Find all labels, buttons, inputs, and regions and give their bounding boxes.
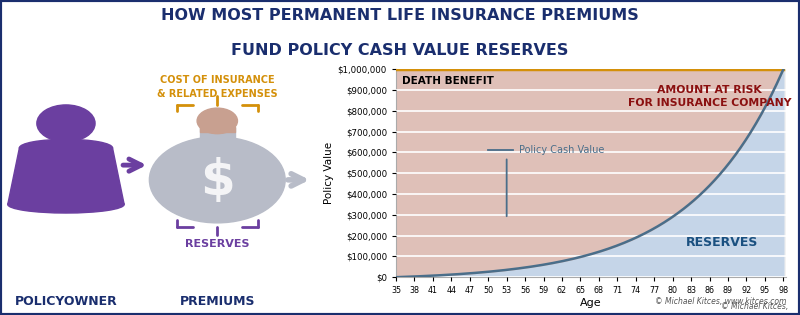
Circle shape	[150, 137, 285, 223]
Polygon shape	[8, 148, 124, 204]
X-axis label: Age: Age	[580, 298, 602, 308]
Ellipse shape	[8, 196, 124, 213]
Text: COST OF INSURANCE: COST OF INSURANCE	[160, 75, 274, 85]
Text: RESERVES: RESERVES	[686, 236, 758, 249]
Y-axis label: Policy Value: Policy Value	[323, 142, 334, 204]
Text: $: $	[200, 157, 234, 205]
Text: DEATH BENEFIT: DEATH BENEFIT	[402, 76, 494, 86]
Circle shape	[197, 108, 238, 134]
Ellipse shape	[19, 139, 113, 157]
Text: © Michael Kitces, www.kitces.com: © Michael Kitces, www.kitces.com	[655, 297, 786, 306]
Text: RESERVES: RESERVES	[185, 239, 250, 249]
Text: FUND POLICY CASH VALUE RESERVES: FUND POLICY CASH VALUE RESERVES	[231, 43, 569, 58]
Text: HOW MOST PERMANENT LIFE INSURANCE PREMIUMS: HOW MOST PERMANENT LIFE INSURANCE PREMIU…	[161, 8, 639, 23]
Text: AMOUNT AT RISK
FOR INSURANCE COMPANY: AMOUNT AT RISK FOR INSURANCE COMPANY	[628, 85, 791, 108]
Text: PREMIUMS: PREMIUMS	[179, 295, 255, 308]
Bar	[200, 127, 234, 132]
Text: © Michael Kitces,: © Michael Kitces,	[721, 302, 790, 311]
Text: POLICYOWNER: POLICYOWNER	[14, 295, 118, 308]
Text: & RELATED EXPENSES: & RELATED EXPENSES	[157, 89, 278, 99]
Bar	[200, 127, 234, 140]
Text: Policy Cash Value: Policy Cash Value	[519, 146, 604, 155]
Circle shape	[37, 105, 95, 142]
